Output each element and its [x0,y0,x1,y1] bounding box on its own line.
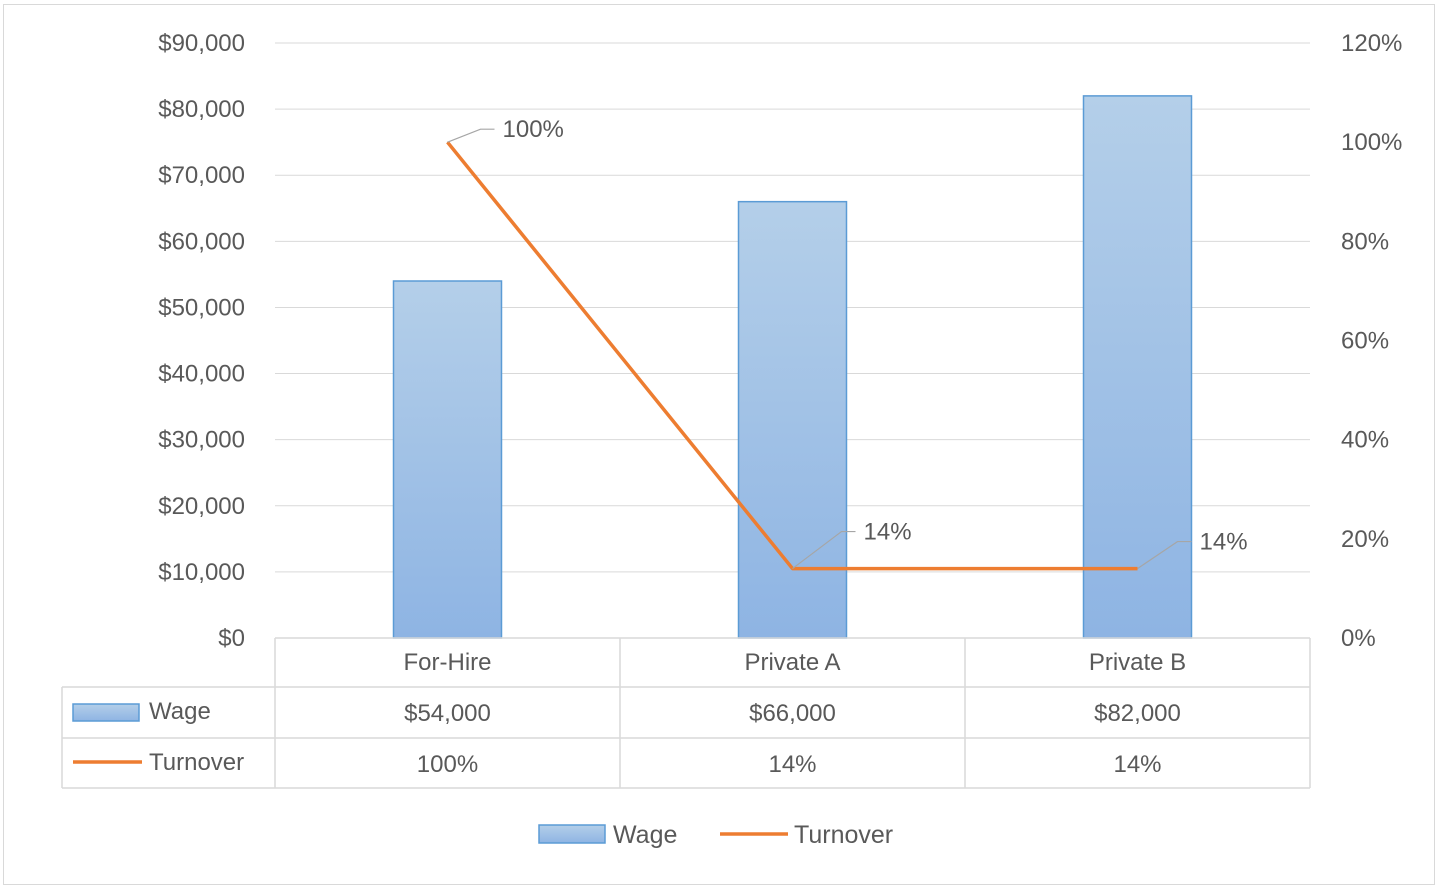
data-label: 14% [864,519,912,546]
left-axis: $0 $10,000 $20,000 $30,000 $40,000 $50,000 $60… [158,30,245,652]
category-label: Private B [1089,649,1186,676]
right-axis-tick-label: 120% [1341,30,1402,57]
category-label: Private A [744,649,840,676]
legend-wage-label: Wage [613,821,677,849]
wage-table-value: $66,000 [749,700,836,727]
left-axis-tick-label: $80,000 [158,96,245,123]
bar-private-a [737,200,848,639]
left-axis-tick-label: $0 [218,625,245,652]
data-label: 14% [1200,529,1248,556]
right-axis-tick-label: 60% [1341,328,1389,355]
right-axis: 0% 20% 40% 60% 80% 100% 120% [1341,30,1402,652]
left-axis-tick-label: $30,000 [158,427,245,454]
wage-table-value: $54,000 [404,700,491,727]
wage-table-value: $82,000 [1094,700,1181,727]
right-axis-tick-label: 20% [1341,526,1389,553]
wage-bars [392,95,1193,639]
legend-wage-swatch [538,824,606,844]
data-table: For-Hire $54,000 100% Private A $66,000 14% Pr… [61,637,1311,789]
left-axis-tick-label: $50,000 [158,294,245,321]
turnover-table-value: 100% [417,751,478,778]
left-axis-tick-label: $60,000 [158,228,245,255]
data-label: 100% [503,116,564,143]
legend: Wage Turnover [538,821,893,849]
data-label-leader [447,128,495,143]
left-axis-tick-label: $40,000 [158,361,245,388]
turnover-table-value: 14% [1113,751,1161,778]
data-labels: 100% 14% 14% [447,116,1248,570]
left-axis-tick-label: $10,000 [158,559,245,586]
category-label: For-Hire [404,649,492,676]
left-axis-tick-label: $70,000 [158,162,245,189]
wage-row-label: Wage [149,698,211,725]
right-axis-tick-label: 0% [1341,625,1376,652]
chart-area: $0 $10,000 $20,000 $30,000 $40,000 $50,000 $60… [3,4,1435,885]
turnover-table-value: 14% [768,751,816,778]
legend-turnover-label: Turnover [794,821,893,849]
wage-key-swatch [72,703,140,722]
bar-private-b [1082,95,1193,639]
right-axis-tick-label: 40% [1341,427,1389,454]
left-axis-tick-label: $90,000 [158,30,245,57]
bar-for-hire [392,280,503,639]
left-axis-tick-label: $20,000 [158,493,245,520]
right-axis-tick-label: 100% [1341,129,1402,156]
combo-chart: $0 $10,000 $20,000 $30,000 $40,000 $50,000 $60… [61,30,1402,849]
data-label-leader [1137,540,1192,570]
right-axis-tick-label: 80% [1341,228,1389,255]
turnover-row-label: Turnover [149,749,244,776]
data-label-leader [792,530,856,570]
